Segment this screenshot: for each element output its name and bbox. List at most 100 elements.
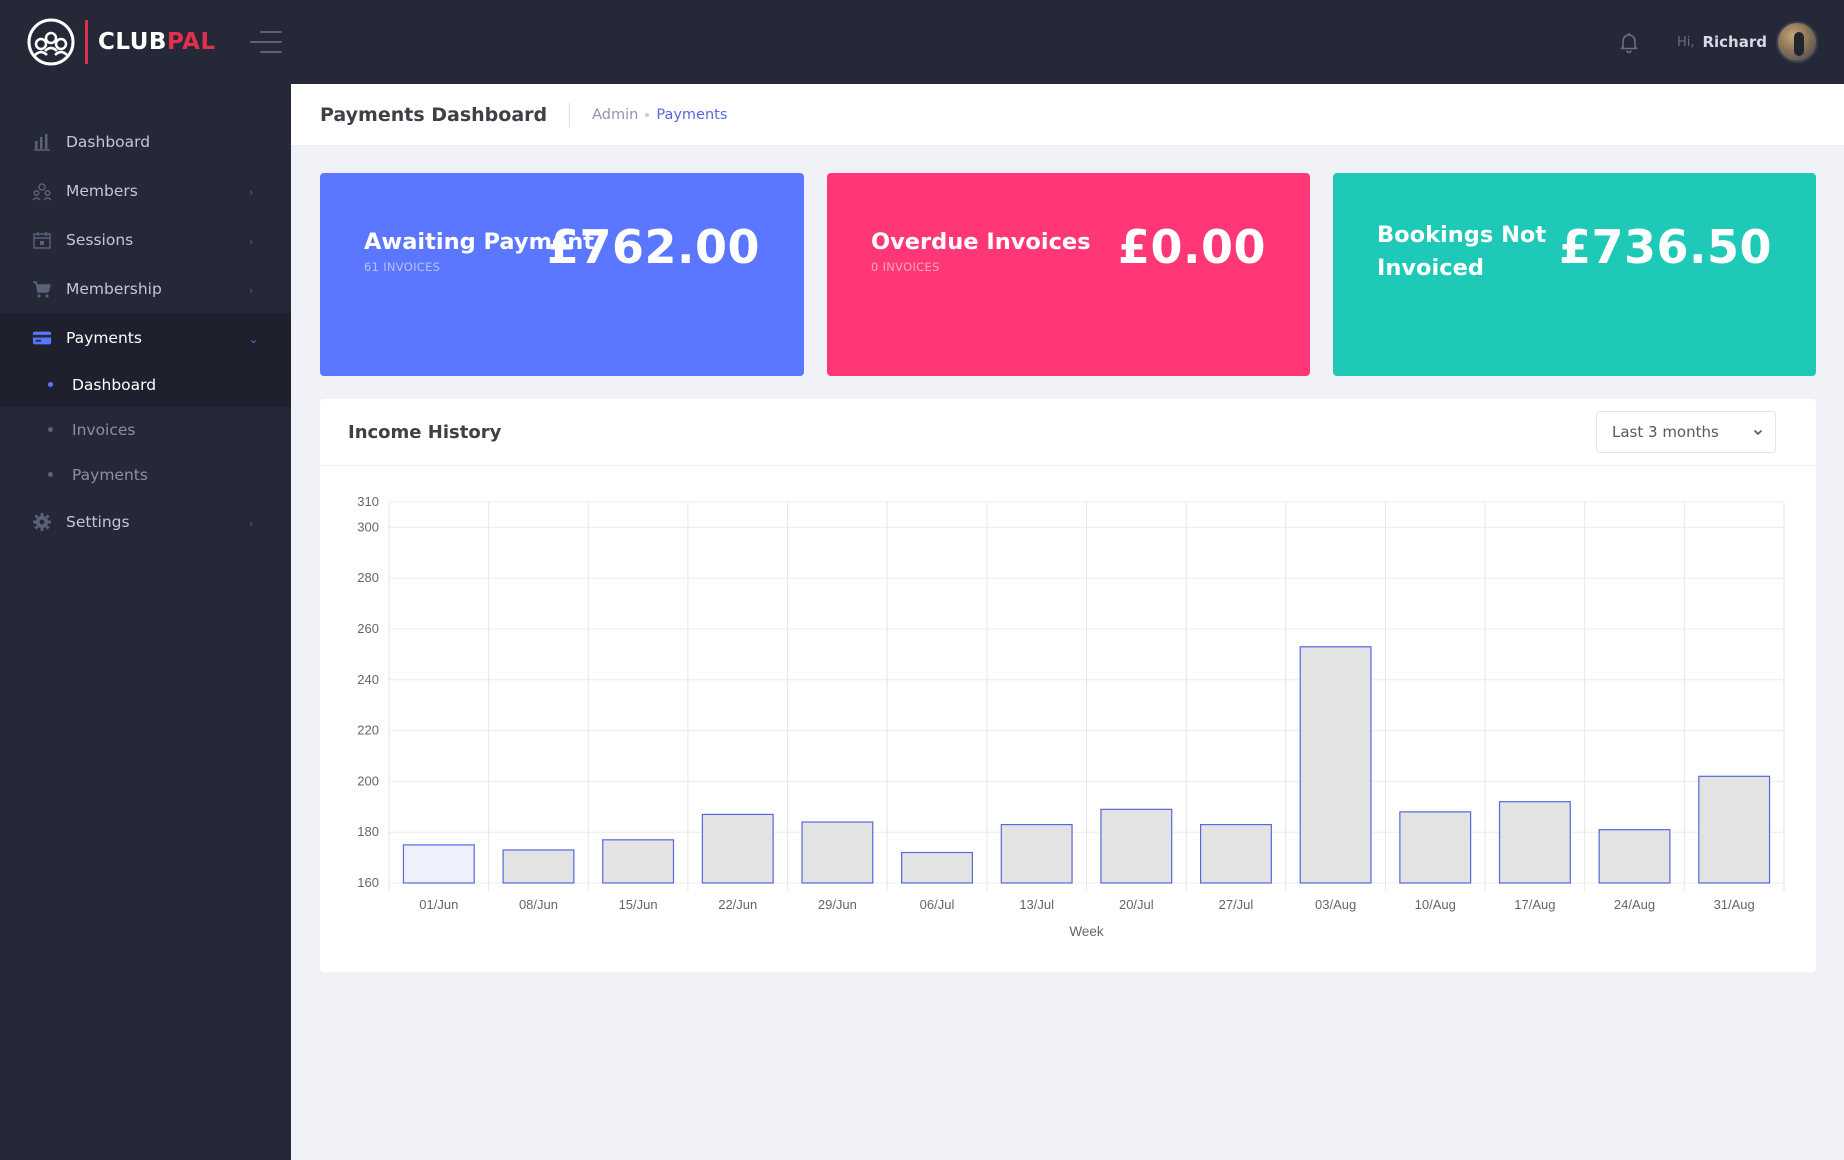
stat-value: £736.50 (1558, 220, 1772, 274)
bar-17-aug (1498, 801, 1571, 884)
menu-toggle-icon[interactable] (249, 31, 282, 53)
y-tick-label: 180 (357, 824, 379, 839)
x-tick-label: 20/Jul (1119, 897, 1154, 912)
bar-27-jul (1199, 823, 1272, 884)
bookings-not-invoiced-card[interactable]: Bookings Not Invoiced £736.50 (1333, 173, 1816, 376)
panel-title: Income History (348, 421, 502, 443)
chevron-right-icon: › (249, 516, 254, 530)
x-tick-label: 22/Jun (718, 897, 757, 912)
stat-label: Awaiting Payment (364, 229, 595, 255)
brand[interactable]: CLUBPAL (0, 0, 291, 84)
sidebar-item-members[interactable]: Members › (0, 166, 291, 215)
stat-sublabel: 0 INVOICES (871, 260, 940, 274)
brand-name-accent: PAL (166, 29, 216, 55)
brand-name: CLUBPAL (98, 29, 216, 55)
brand-name-main: CLUB (98, 29, 167, 55)
x-tick-label: 01/Jun (419, 897, 458, 912)
y-tick-label: 260 (357, 621, 379, 636)
overdue-invoices-card[interactable]: Overdue Invoices 0 INVOICES £0.00 (827, 173, 1310, 376)
users-icon (32, 181, 52, 201)
income-bar-chart: 160 180 200 220 240 260 280 300 310 01/Jun 08/Jun 1… (357, 494, 1785, 939)
page-title: Payments Dashboard (320, 103, 548, 126)
sidebar-item-label: Membership (66, 279, 162, 298)
sidebar-item-settings[interactable]: Settings › (0, 497, 291, 546)
bar-03-aug (1299, 646, 1372, 884)
x-tick-label: 13/Jul (1019, 897, 1054, 912)
sidebar-item-label: Sessions (66, 230, 134, 249)
x-tick-label: 29/Jun (818, 897, 857, 912)
y-tick-label: 160 (357, 875, 379, 890)
bar-01-jun (402, 844, 475, 884)
panel-header: Income History Last 3 months (320, 399, 1816, 466)
income-history-panel: Income History Last 3 months 160 180 200 22… (320, 399, 1816, 972)
bell-icon[interactable] (1617, 30, 1641, 54)
bar-24-aug (1598, 829, 1671, 884)
sidebar-item-dashboard[interactable]: Dashboard (0, 117, 291, 166)
user-area: Hi, Richard (1617, 21, 1818, 63)
sidebar-item-label: Payments (66, 328, 142, 347)
sidebar-nav: Dashboard Members › Sessions › Membershi… (0, 117, 291, 546)
greeting-text: Hi, (1676, 34, 1695, 50)
topbar: Hi, Richard (291, 0, 1844, 84)
stat-label-line2: Invoiced (1377, 255, 1484, 281)
y-tick-label: 200 (357, 773, 379, 788)
x-tick-label: 06/Jul (920, 897, 955, 912)
bar-chart-icon (32, 132, 52, 152)
breadcrumb: Admin Payments (592, 107, 727, 123)
sidebar-item-membership[interactable]: Membership › (0, 264, 291, 313)
x-tick-label: 31/Aug (1714, 897, 1755, 912)
bullet-dot (48, 382, 53, 387)
subheader-divider (569, 102, 571, 127)
bar-22-jun (701, 813, 774, 884)
bar-31-aug (1698, 775, 1771, 884)
y-tick-label: 310 (357, 494, 379, 509)
chevron-down-icon (1753, 429, 1763, 436)
sidebar-subitem-label: Dashboard (72, 375, 157, 394)
sidebar-subitem-label: Invoices (72, 420, 136, 439)
breadcrumb-payments[interactable]: Payments (656, 106, 728, 123)
x-tick-label: 08/Jun (519, 897, 558, 912)
brand-divider (85, 20, 88, 64)
x-tick-label: 17/Aug (1514, 897, 1555, 912)
breadcrumb-separator (645, 112, 650, 117)
x-tick-label: 24/Aug (1614, 897, 1655, 912)
subheader: Payments Dashboard Admin Payments (291, 84, 1844, 145)
bullet-dot (48, 427, 53, 432)
y-tick-label: 300 (357, 519, 379, 534)
sidebar-item-label: Members (66, 181, 138, 200)
y-tick-label: 280 (357, 570, 379, 585)
chevron-right-icon: › (249, 234, 254, 248)
bar-06-jul (901, 851, 974, 884)
club-logo-icon (27, 18, 75, 66)
stat-value: £0.00 (1117, 220, 1266, 274)
bar-15-jun (602, 839, 675, 884)
bullet-dot (48, 472, 53, 477)
breadcrumb-admin[interactable]: Admin (592, 106, 639, 123)
x-tick-label: 15/Jun (619, 897, 658, 912)
sidebar-item-label: Settings (66, 512, 130, 531)
sidebar-subitem-invoices[interactable]: Invoices (0, 407, 291, 452)
x-tick-label: 27/Jul (1219, 897, 1254, 912)
chevron-right-icon: › (249, 185, 254, 199)
awaiting-payment-card[interactable]: Awaiting Payment 61 INVOICES £762.00 (320, 173, 804, 376)
y-tick-label: 220 (357, 723, 379, 738)
sidebar-item-label: Dashboard (66, 132, 151, 151)
sidebar-subitem-dashboard[interactable]: Dashboard (0, 362, 291, 407)
stat-sublabel: 61 INVOICES (364, 260, 441, 274)
range-select-value: Last 3 months (1612, 423, 1719, 441)
sidebar-item-sessions[interactable]: Sessions › (0, 215, 291, 264)
sidebar-item-payments[interactable]: Payments ⌄ (0, 313, 291, 362)
range-select[interactable]: Last 3 months (1596, 411, 1776, 453)
calendar-icon (32, 230, 52, 250)
sidebar-subitem-label: Payments (72, 465, 148, 484)
chevron-down-icon: ⌄ (249, 332, 259, 346)
bar-10-aug (1399, 811, 1472, 884)
x-tick-label: 10/Aug (1415, 897, 1456, 912)
bar-13-jul (1000, 823, 1073, 884)
stat-label: Overdue Invoices (871, 229, 1091, 255)
bar-29-jun (801, 821, 874, 884)
avatar[interactable] (1776, 21, 1818, 63)
user-name[interactable]: Richard (1702, 33, 1767, 51)
cart-icon (32, 279, 52, 299)
sidebar-subitem-payments[interactable]: Payments (0, 452, 291, 497)
